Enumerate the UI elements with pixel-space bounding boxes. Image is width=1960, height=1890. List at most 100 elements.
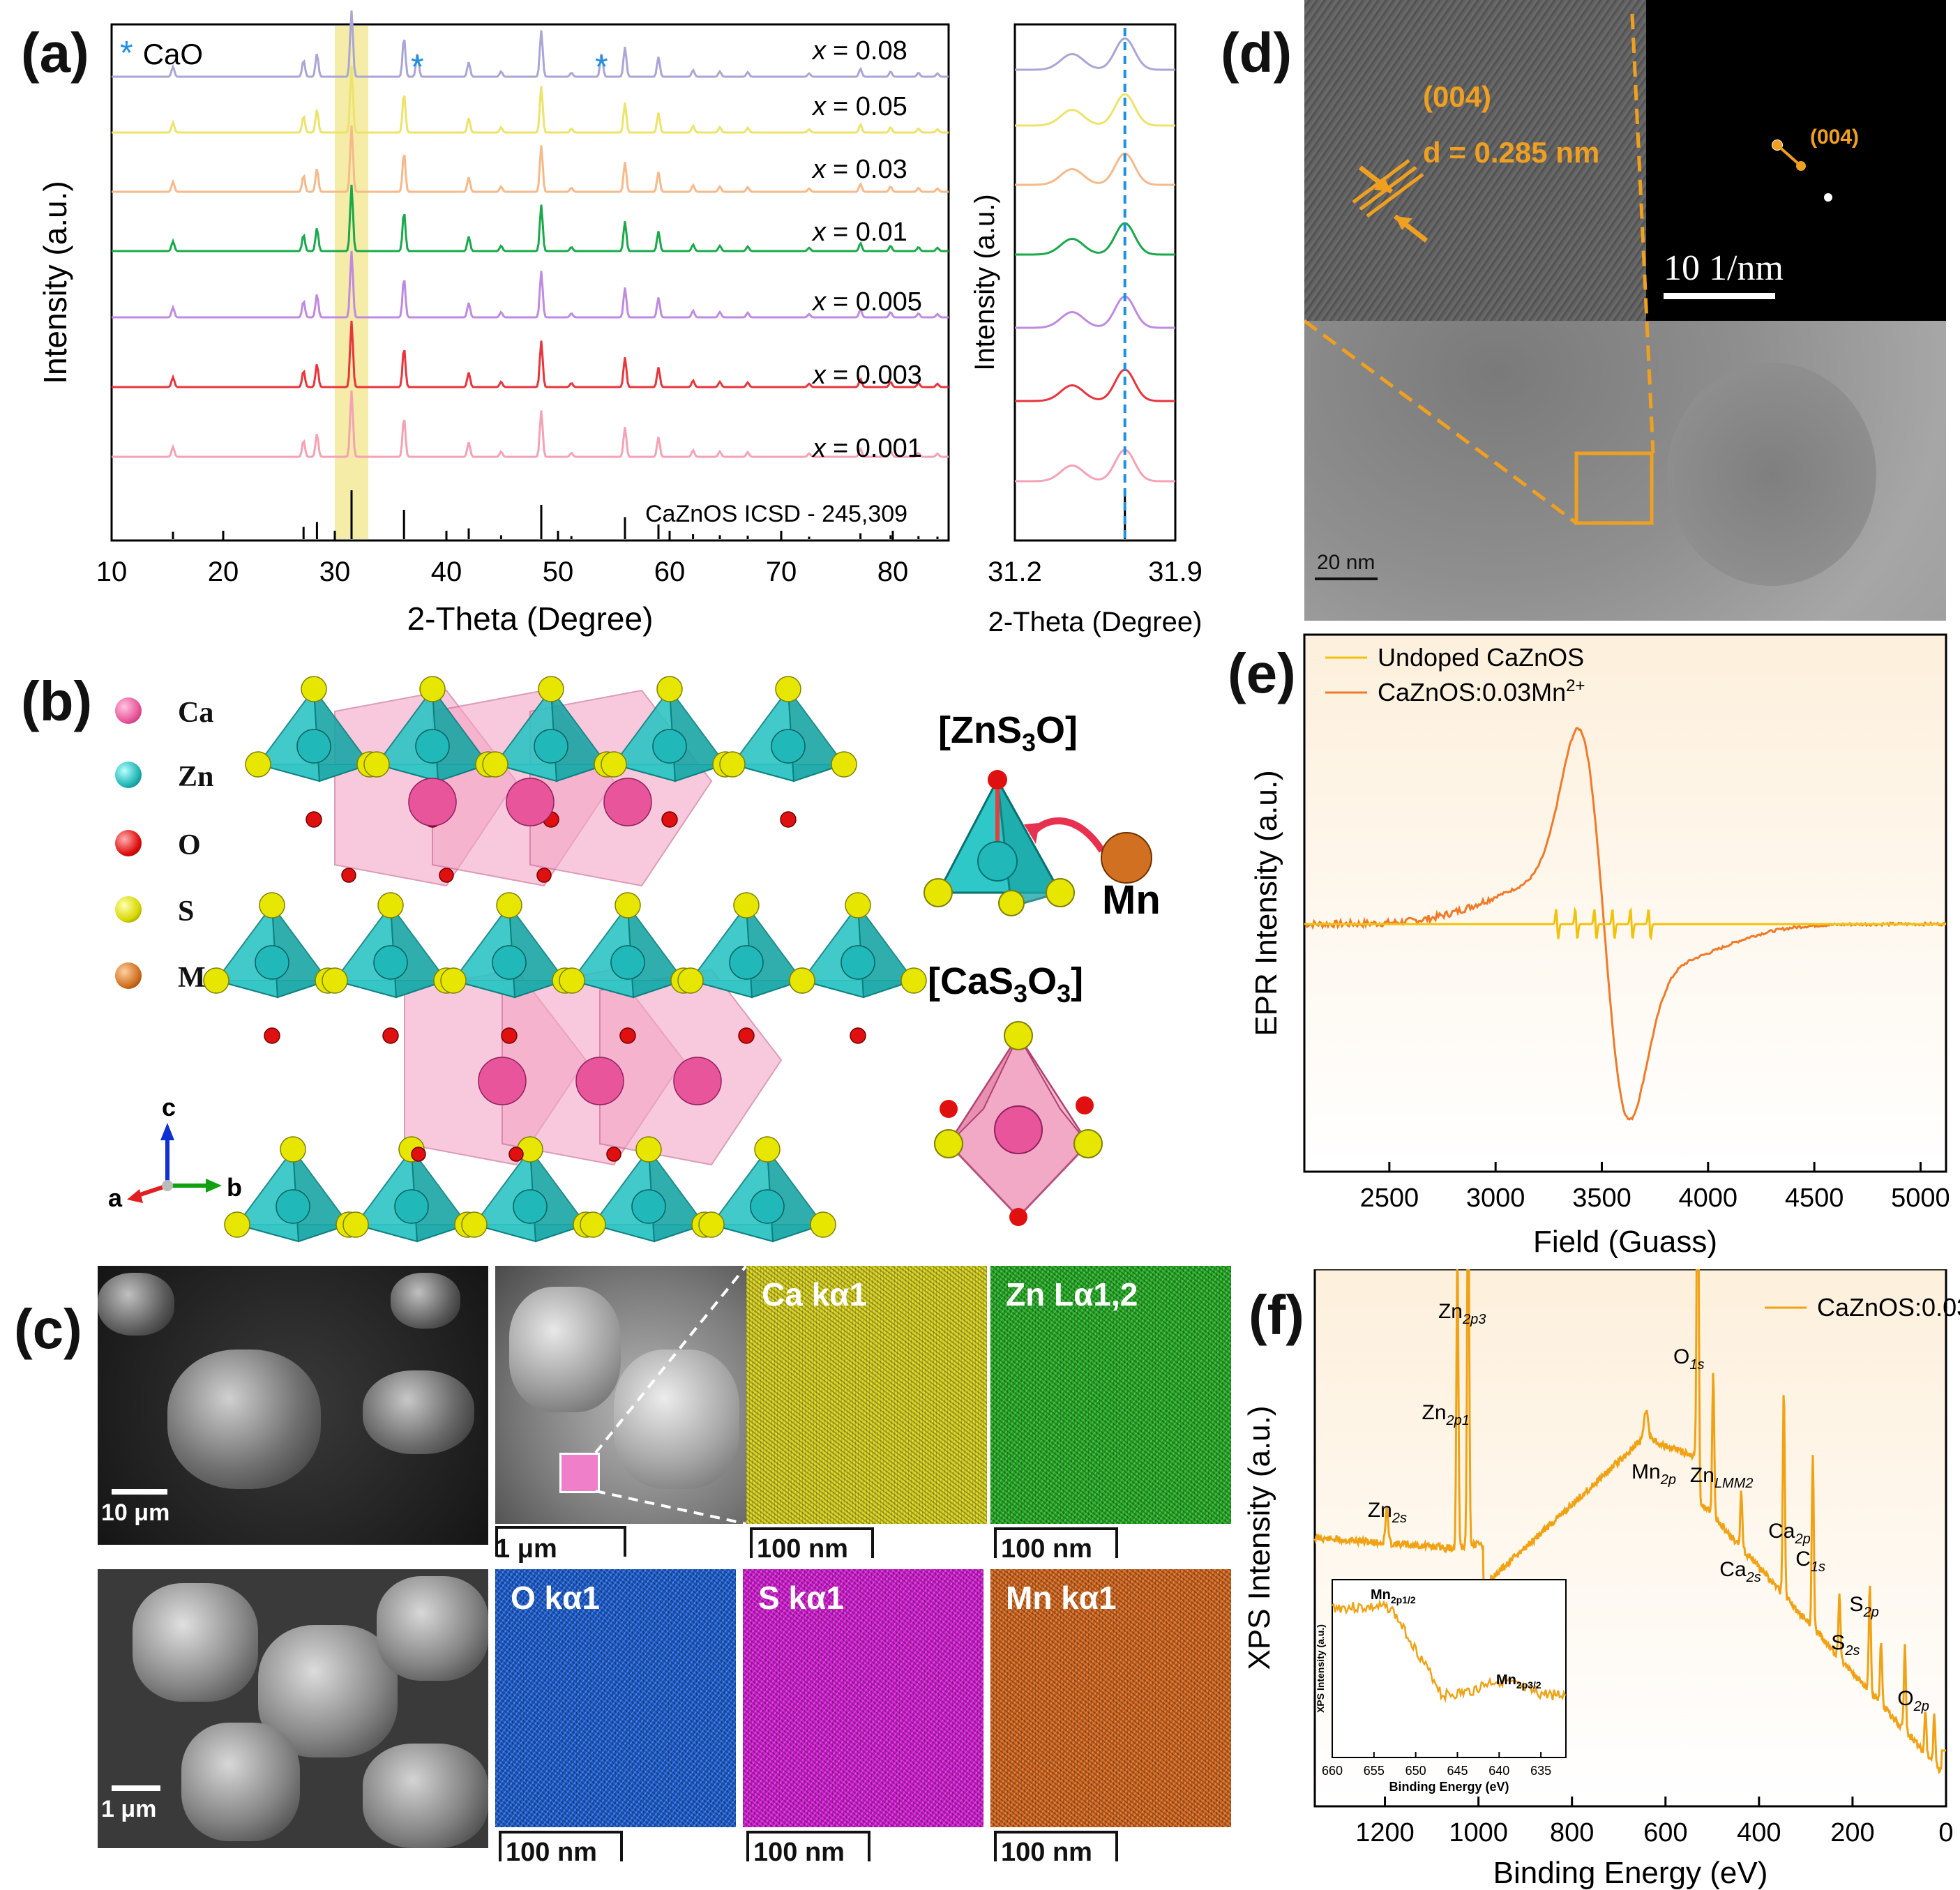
xrd-inset-line [1015,368,1175,402]
xrd-inset-x-axis-label: 2-Theta (Degree) [988,607,1203,637]
scale-bar [112,1785,160,1791]
zn-atom [652,729,687,764]
sem2-scale-label: 1 μm [101,1796,157,1822]
xps-y-axis-label: XPS Intensity (a.u.) [1242,1405,1276,1670]
xrd-series-line [112,184,949,252]
zn-atom [610,945,645,980]
xrd-inset-line [1015,152,1175,186]
panel-label-f: (f) [1249,1284,1304,1346]
eds-map-label: S kα1 [758,1580,844,1616]
epr-x-ticks: 2500 3000 3500 4000 4500 5000 [1360,1162,1950,1213]
xrd-series-line [112,125,949,193]
fft-spot [1824,193,1832,202]
xrd-inset-frame [1013,23,1177,542]
sem-image-high-mag: 1 μm [98,1569,488,1848]
legend-label-ca: Ca [178,697,214,729]
xrd-series-labels: x = 0.08 x = 0.05 x = 0.03 x = 0.01 x = 0.005 x = 0… [811,36,922,463]
eds-map-label: Mn kα1 [1006,1580,1117,1616]
zn-atom [750,1189,785,1224]
xps-x-axis-label: Binding Energy (eV) [1493,1856,1768,1890]
xps-tick-label: 800 [1550,1818,1594,1847]
s-atom [482,751,508,778]
eds-map-label: O kα1 [511,1580,601,1616]
panel-label-d: (d) [1221,22,1292,84]
cao-markers: * * [411,49,608,86]
zoom-scale-bar [495,1526,626,1557]
eds-scale-label: 100 nm [1001,1838,1092,1867]
particle-cluster [167,1350,321,1489]
xrd-chart: 10 20 30 40 50 60 70 80 2-Theta (Degree) Intens… [37,10,1203,637]
particle-cluster [98,1273,174,1336]
eds-map: O kα1 [495,1569,736,1827]
o-atom [508,1147,524,1162]
panel-label-e: (e) [1228,642,1296,704]
xps-inset-peak-label: Mn2p1/2 [1371,1587,1416,1605]
xps-peak-labels: Zn2p3 Zn2p1 Zn2s O1s Mn2p ZnLMM2 Ca2p Ca2s C1s S2… [1368,1300,1929,1714]
epr-tick-label: 2500 [1360,1184,1419,1213]
xrd-series-group [112,10,949,458]
zn-atom [840,945,875,980]
fft-inset: (004) 10 1/nm [1646,0,1946,321]
epr-chart: 2500 3000 3500 4000 4500 5000 Undoped CaZnOS C… [1249,633,1950,1259]
sem-zoom-image [495,1266,746,1524]
epr-legend-label: Undoped CaZnOS [1378,643,1584,672]
xrd-y-axis-label: Intensity (a.u.) [37,181,73,384]
xrd-reference-pattern [172,490,939,539]
xrd-inset-x-ticks: 31.2 31.9 [988,531,1203,587]
xrd-inset-line [1015,93,1175,127]
xps-series [1313,1269,1946,1774]
inset-tick-label: 31.9 [1148,557,1203,587]
zn-atom [513,1189,548,1224]
xrd-tick-label: 70 [766,557,797,587]
xrd-series-line [112,250,949,319]
xps-peak-label: Zn2p1 [1422,1401,1470,1428]
xrd-x-ticks: 10 20 30 40 50 60 70 80 [96,531,908,587]
fft-scale-bar [1664,293,1775,299]
fft-plane-label: (004) [1810,126,1860,149]
fft-scale-label: 10 1/nm [1664,248,1784,288]
s-atom [719,751,746,778]
xrd-series-label: x = 0.08 [811,36,907,66]
o-atom [780,811,797,828]
xrd-series-line [112,10,949,78]
xps-inset-x-label: Binding Energy (eV) [1389,1780,1509,1794]
grain [363,1744,488,1848]
ca-atom [673,1057,722,1105]
eds-map: Mn kα1 [990,1569,1231,1827]
element-legend: Ca Zn O S Mn [108,690,276,1004]
zoom-connector [594,1266,746,1524]
o-atom [738,1027,755,1044]
zn-atom [255,945,289,980]
epr-series [1304,727,1947,1121]
crystal-structure: c a b [ZnS3O] Mn [CaS3O3] [108,676,1161,1243]
s-atom-icon [115,896,142,923]
ca-atom [506,778,555,826]
epr-legend-label: CaZnOS:0.03Mn2+ [1378,676,1585,706]
xrd-highlight-band [335,26,368,539]
highlight-rect [335,26,368,539]
xrd-series-line [112,320,949,388]
s-atom [322,967,348,994]
s-atom [363,751,390,778]
ca-atom-icon [115,697,142,724]
xrd-inset-line [1015,37,1175,71]
xps-tick-label: 200 [1830,1818,1874,1847]
xps-inset-frame [1332,1579,1567,1758]
s-atom [342,1211,369,1238]
axis-b-label: b [227,1173,242,1202]
panel-label-a: (a) [21,22,89,84]
panel-label-c: (c) [14,1298,82,1360]
zns3o-label: [ZnS3O] [938,709,1078,757]
eds-scale-bar [994,1831,1118,1861]
zn-atom [296,729,331,764]
ca-atom [575,1057,624,1105]
xps-peak-label: S2s [1831,1631,1860,1658]
legend-label-zn: Zn [178,761,214,793]
inset-tick-label: 31.2 [988,557,1042,587]
s-atom [538,676,564,702]
o-atom [411,1147,426,1162]
xrd-tick-label: 30 [319,557,351,587]
grain [614,1350,739,1489]
xps-inset-tick-label: 660 [1322,1764,1343,1778]
eds-map: Zn Lα1,2 [990,1266,1231,1524]
